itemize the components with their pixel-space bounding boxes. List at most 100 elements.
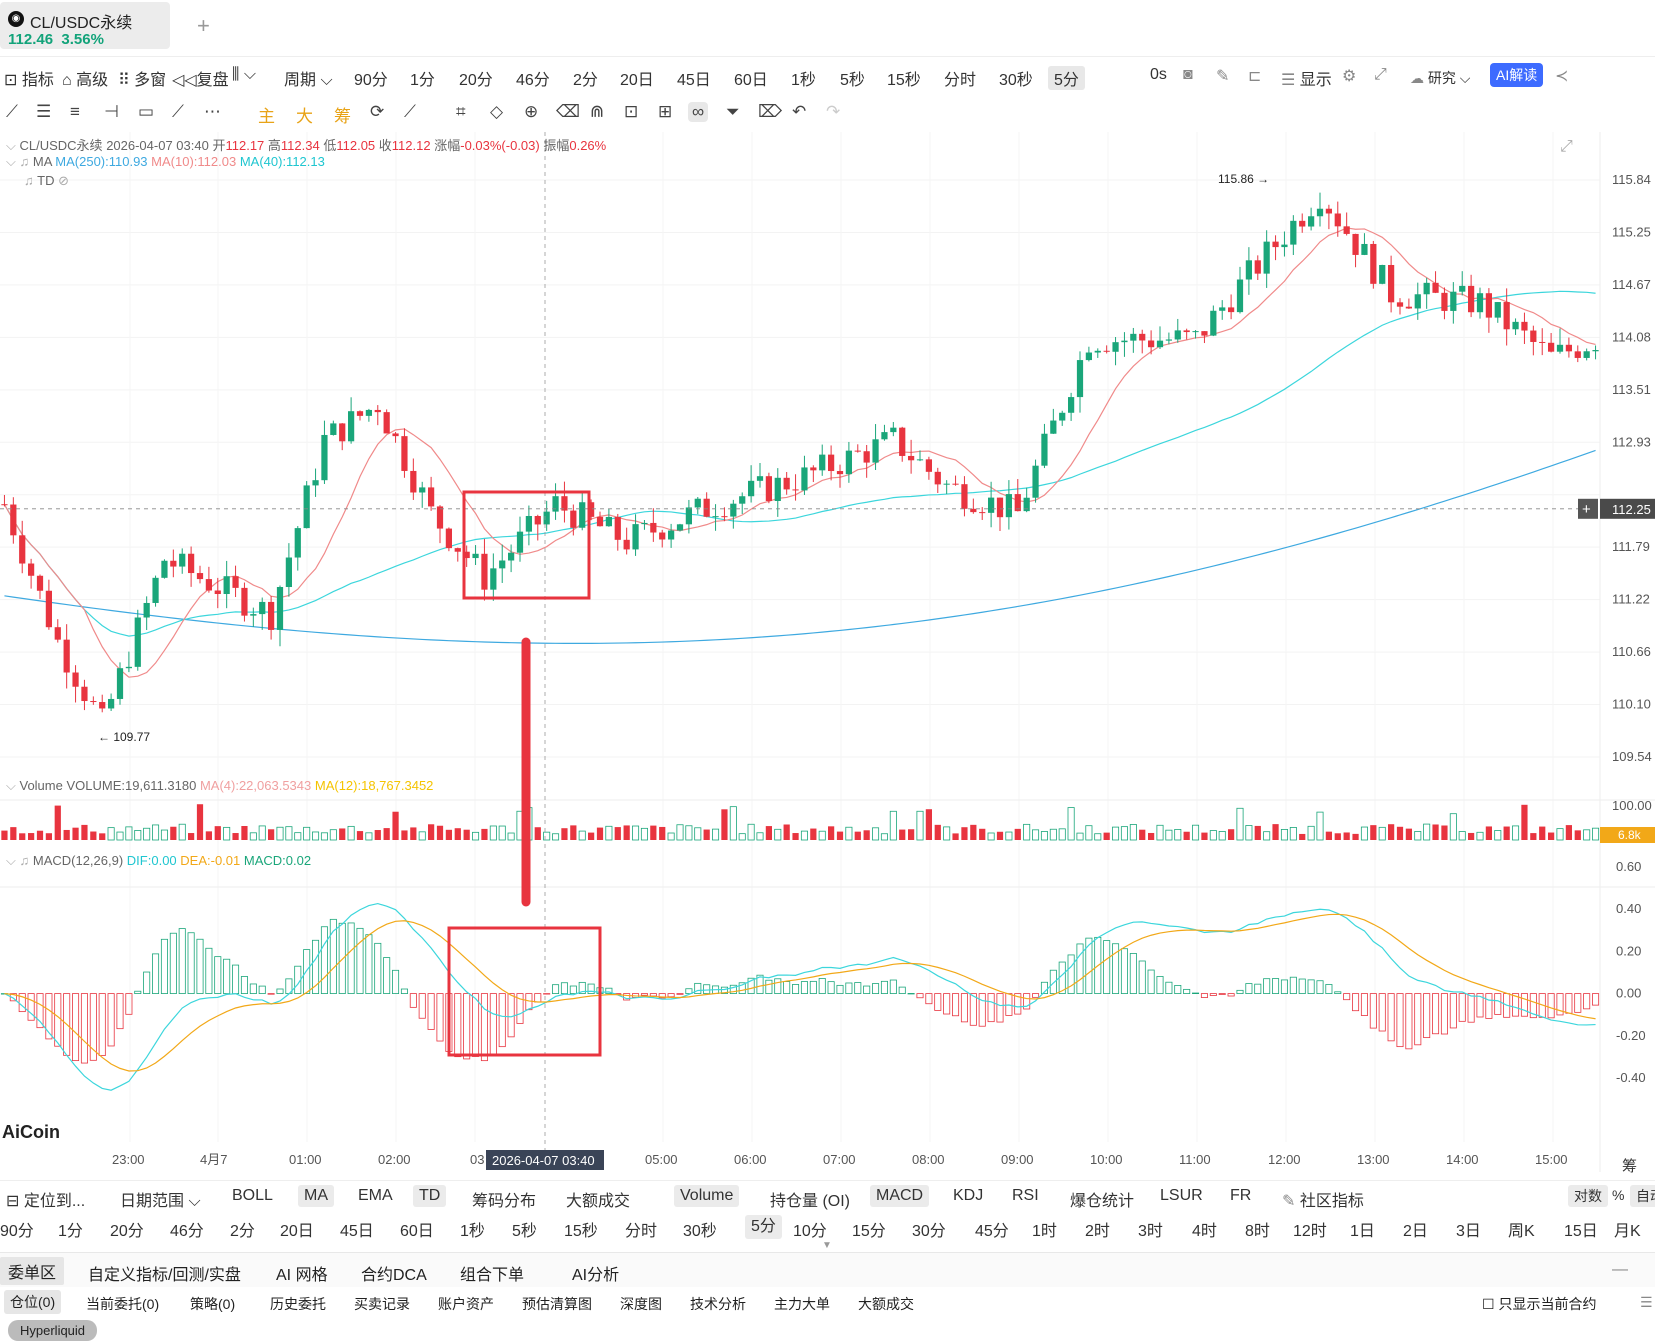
indicator-td[interactable]: TD: [413, 1185, 447, 1207]
list-icon[interactable]: ☰: [1640, 1294, 1653, 1310]
period-bar-item[interactable]: 5分: [745, 1215, 782, 1239]
indicator-oi[interactable]: 持仓量 (OI): [770, 1193, 850, 1210]
indicator-boll[interactable]: BOLL: [232, 1187, 273, 1204]
horizontal-line-icon[interactable]: ⊣: [104, 102, 119, 121]
pen-icon[interactable]: ✎: [1216, 68, 1230, 85]
collapse-icon[interactable]: ⌵: [6, 154, 16, 169]
crop-icon[interactable]: ⌗: [456, 102, 466, 121]
settings-gear-icon[interactable]: ⚙: [1342, 68, 1357, 85]
sub-tab-main-orders[interactable]: 主力大单: [774, 1296, 830, 1312]
fib-icon[interactable]: ⟋: [172, 102, 184, 121]
period-bar-item[interactable]: 15秒: [564, 1223, 598, 1240]
period-bar-item[interactable]: 12时: [1293, 1223, 1327, 1240]
order-tab-dca[interactable]: 合约DCA: [361, 1267, 427, 1284]
more-icon[interactable]: ⋯: [204, 102, 221, 121]
collapse-icon[interactable]: ⌵: [6, 778, 16, 793]
period-bar-item[interactable]: 3时: [1138, 1223, 1163, 1240]
horizontal-lines-icon[interactable]: ≡: [70, 102, 80, 121]
indicator-chip-dist[interactable]: 筹码分布: [472, 1193, 537, 1210]
chips-corner-label[interactable]: 筹: [1622, 1158, 1638, 1175]
sub-tab-history[interactable]: 历史委托: [270, 1296, 326, 1312]
period-1s[interactable]: 1秒: [791, 72, 816, 89]
price-chart[interactable]: 115.84 115.25 114.67 114.08 113.51 112.93 111.…: [0, 132, 1655, 1180]
period-bar-item[interactable]: 月K: [1614, 1223, 1641, 1240]
replay-button[interactable]: ◁◁复盘: [172, 72, 229, 89]
period-bar-item[interactable]: 2时: [1085, 1223, 1110, 1240]
ai-interpret-button[interactable]: AI解读: [1490, 63, 1544, 87]
trendline-icon[interactable]: ⟋: [6, 102, 18, 121]
period-bar-item[interactable]: 15分: [852, 1223, 886, 1240]
expand-icon[interactable]: ⤢: [1560, 138, 1573, 155]
ruler-icon[interactable]: ⟋: [404, 102, 416, 121]
indicator-kdj[interactable]: KDJ: [953, 1187, 984, 1204]
auto-toggle[interactable]: 自动: [1630, 1185, 1655, 1207]
period-bar-item[interactable]: 8时: [1245, 1223, 1270, 1240]
sub-tab-trades[interactable]: 买卖记录: [354, 1296, 410, 1312]
period-bar-item[interactable]: 1时: [1032, 1223, 1057, 1240]
indicator-volume[interactable]: Volume: [674, 1185, 740, 1207]
order-tab-custom[interactable]: 自定义指标/回测/实盘: [88, 1267, 241, 1284]
period-5m[interactable]: 5分: [1048, 66, 1085, 90]
link-icon[interactable]: ∞: [688, 102, 709, 122]
period-bar-item[interactable]: 45日: [340, 1223, 374, 1240]
sync-icon[interactable]: ⟳: [370, 102, 385, 121]
period-timeline[interactable]: 分时: [944, 72, 977, 89]
period-bar-item[interactable]: 20分: [110, 1223, 144, 1240]
sub-tab-depth[interactable]: 深度图: [620, 1296, 662, 1312]
locate-button[interactable]: ⊟ 定位到...: [6, 1193, 86, 1210]
collapse-icon[interactable]: ⌵: [6, 853, 16, 868]
period-60d[interactable]: 60日: [734, 72, 768, 89]
measure-icon[interactable]: ◇: [490, 102, 504, 121]
zoom-in-icon[interactable]: ⊕: [524, 102, 539, 121]
lock-icon[interactable]: ⊡: [624, 102, 639, 121]
log-scale-toggle[interactable]: 对数: [1568, 1185, 1608, 1207]
window-icon[interactable]: ⊏: [1248, 68, 1262, 85]
eye-hidden-icon[interactable]: ⊘: [58, 173, 70, 188]
period-bar-item[interactable]: 60日: [400, 1223, 434, 1240]
date-range-dropdown[interactable]: 日期范围 ⌵: [120, 1193, 201, 1210]
multi-window-button[interactable]: ⠿ 多窗: [118, 72, 167, 89]
sub-tab-liq-map[interactable]: 预估清算图: [522, 1296, 592, 1312]
indicator-liquidation[interactable]: 爆仓统计: [1070, 1193, 1135, 1210]
period-bar-item[interactable]: 30分: [912, 1223, 946, 1240]
period-bar-item[interactable]: 30秒: [683, 1223, 717, 1240]
indicator-rsi[interactable]: RSI: [1012, 1187, 1039, 1204]
period-bar-item[interactable]: 46分: [170, 1223, 204, 1240]
rectangle-icon[interactable]: ▭: [138, 102, 155, 121]
period-bar-item[interactable]: 1秒: [460, 1223, 485, 1240]
template-icon[interactable]: ⊞: [658, 102, 673, 121]
sub-tab-strategies[interactable]: 策略(0): [190, 1296, 236, 1312]
period-bar-item[interactable]: 2分: [230, 1223, 255, 1240]
camera-icon[interactable]: ◙: [1183, 66, 1193, 83]
collapse-icon[interactable]: ⌵: [6, 138, 16, 153]
period-bar-item[interactable]: 2日: [1403, 1223, 1428, 1240]
bell-icon[interactable]: ♫: [19, 154, 30, 169]
period-30s[interactable]: 30秒: [999, 72, 1033, 89]
period-90m[interactable]: 90分: [354, 72, 388, 89]
zero-s-button[interactable]: 0s: [1150, 66, 1167, 83]
display-button[interactable]: ☰ 显示: [1281, 72, 1332, 89]
sub-tab-positions[interactable]: 仓位(0): [4, 1290, 62, 1314]
percent-toggle[interactable]: %: [1612, 1187, 1625, 1203]
order-tab-ai-grid[interactable]: AI 网格: [276, 1267, 328, 1284]
sub-tab-open-orders[interactable]: 当前委托(0): [86, 1296, 160, 1312]
trash-icon[interactable]: ⌦: [758, 102, 783, 121]
indicator-fr[interactable]: FR: [1230, 1187, 1252, 1204]
sub-tab-large-trades[interactable]: 大额成交: [858, 1296, 914, 1312]
advanced-button[interactable]: ⌂ 高级: [62, 72, 109, 89]
sub-tab-tech[interactable]: 技术分析: [690, 1296, 746, 1312]
period-bar-item[interactable]: 45分: [975, 1223, 1009, 1240]
period-2m[interactable]: 2分: [573, 72, 598, 89]
magnet-icon[interactable]: ⋒: [590, 102, 605, 121]
bell-icon[interactable]: ♫: [19, 853, 30, 868]
period-bar-item[interactable]: 1日: [1350, 1223, 1375, 1240]
period-bar-item[interactable]: 4时: [1192, 1223, 1217, 1240]
indicator-large-trades[interactable]: 大额成交: [566, 1193, 631, 1210]
symbol-tab[interactable]: ◉ CL/USDC永续 112.46 3.56%: [0, 2, 170, 49]
period-bar-item[interactable]: 1分: [58, 1223, 83, 1240]
order-tab-orders[interactable]: 委单区: [0, 1257, 65, 1285]
indicator-lsur[interactable]: LSUR: [1160, 1187, 1203, 1204]
add-tab-button[interactable]: +: [197, 13, 210, 38]
share-icon[interactable]: ≺: [1555, 68, 1569, 85]
period-46m[interactable]: 46分: [516, 72, 550, 89]
